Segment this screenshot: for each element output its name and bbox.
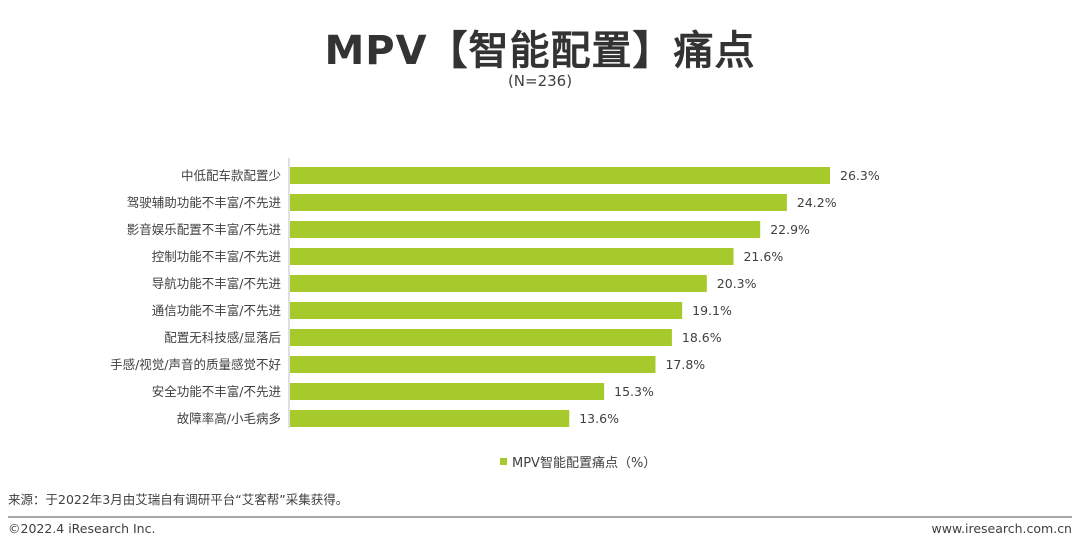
bar-chart: 中低配车款配置少 26.3% 驾驶辅助功能不丰富/不先进 24.2% 影音娱乐配置不丰富… bbox=[110, 158, 880, 428]
value-label: 19.1% bbox=[692, 303, 732, 318]
chart-subtitle: (N=236) bbox=[507, 72, 573, 90]
footer-divider bbox=[8, 516, 1072, 518]
category-label: 通信功能不丰富/不先进 bbox=[152, 303, 282, 318]
legend-swatch bbox=[500, 458, 507, 465]
category-label: 导航功能不丰富/不先进 bbox=[152, 276, 282, 291]
chart-title: MPV【智能配置】痛点 bbox=[324, 28, 756, 74]
copyright-text: ©2022.4 iResearch Inc. bbox=[8, 521, 156, 536]
bar bbox=[290, 248, 734, 265]
legend-label: MPV智能配置痛点（%） bbox=[512, 456, 657, 471]
category-label: 中低配车款配置少 bbox=[181, 168, 281, 183]
value-label: 20.3% bbox=[717, 276, 757, 291]
bar bbox=[290, 410, 570, 427]
category-label: 安全功能不丰富/不先进 bbox=[152, 384, 282, 399]
category-label: 影音娱乐配置不丰富/不先进 bbox=[127, 222, 282, 237]
bar bbox=[290, 194, 787, 211]
bar bbox=[290, 356, 656, 373]
source-note: 来源：于2022年3月由艾瑞自有调研平台“艾客帮”采集获得。 bbox=[8, 492, 349, 507]
value-label: 18.6% bbox=[682, 330, 722, 345]
bar bbox=[290, 275, 707, 292]
bar bbox=[290, 383, 605, 400]
value-label: 13.6% bbox=[579, 411, 619, 426]
value-label: 22.9% bbox=[770, 222, 810, 237]
chart-legend: MPV智能配置痛点（%） bbox=[500, 452, 656, 471]
value-label: 26.3% bbox=[840, 168, 880, 183]
value-label: 15.3% bbox=[614, 384, 654, 399]
category-label: 驾驶辅助功能不丰富/不先进 bbox=[127, 195, 282, 210]
category-label: 配置无科技感/显落后 bbox=[164, 330, 281, 345]
bar bbox=[290, 302, 683, 319]
category-label: 控制功能不丰富/不先进 bbox=[152, 249, 282, 264]
bar bbox=[290, 329, 672, 346]
bar bbox=[290, 221, 761, 238]
bar bbox=[290, 167, 830, 184]
value-label: 21.6% bbox=[743, 249, 783, 264]
category-label: 手感/视觉/声音的质量感觉不好 bbox=[110, 357, 281, 372]
value-label: 24.2% bbox=[797, 195, 837, 210]
category-label: 故障率高/小毛病多 bbox=[177, 411, 281, 426]
website-link[interactable]: www.iresearch.com.cn bbox=[931, 521, 1073, 536]
value-label: 17.8% bbox=[665, 357, 705, 372]
